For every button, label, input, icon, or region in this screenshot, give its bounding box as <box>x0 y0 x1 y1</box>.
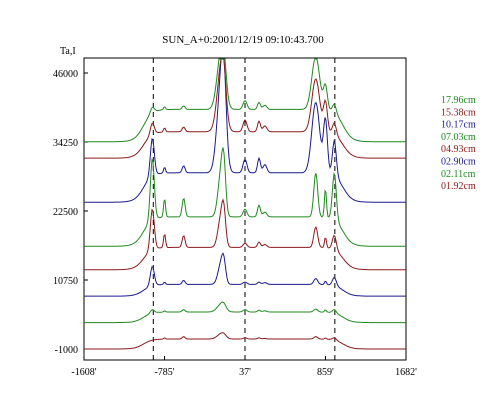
y-tick-label: 34250 <box>53 138 78 149</box>
series-line <box>84 198 406 271</box>
legend-entry: 10.17cm <box>441 120 476 131</box>
x-ticks: -1608' -785' 37' 859' 1682' <box>71 356 417 378</box>
chart-title: SUN_A+0:2001/12/19 09:10:43.700 <box>162 34 324 46</box>
series-line <box>84 147 406 247</box>
x-tick-label: 1682' <box>395 367 417 378</box>
x-tick-label: -1608' <box>71 367 96 378</box>
series-line <box>84 301 406 324</box>
legend-entry: 02.11cm <box>441 169 476 180</box>
legend-entry: 04.93cm <box>441 144 476 155</box>
legend-entry: 15.38cm <box>441 107 476 118</box>
x-tick-label: 859' <box>317 367 334 378</box>
x-tick-label: 37' <box>239 367 251 378</box>
y-tick-label: 22500 <box>53 207 78 218</box>
legend-entry: 17.96cm <box>441 95 476 106</box>
y-tick-label: 10750 <box>53 276 78 287</box>
legend-entry: 01.92cm <box>441 181 476 192</box>
legend-entry: 07.03cm <box>441 132 476 143</box>
y-axis-label: Ta,I <box>60 46 76 57</box>
series-lines <box>84 58 406 350</box>
series-line <box>84 332 406 350</box>
y-ticks: 46000 34250 22500 10750 -1000 <box>53 69 88 356</box>
series-line <box>84 58 406 203</box>
x-tick-label: -785' <box>154 367 174 378</box>
series-line <box>84 58 406 159</box>
legend-entry: 02.90cm <box>441 157 476 168</box>
y-tick-label: 46000 <box>53 69 78 80</box>
series-line <box>84 58 406 143</box>
y-tick-label: -1000 <box>55 345 78 356</box>
series-line <box>84 252 406 297</box>
